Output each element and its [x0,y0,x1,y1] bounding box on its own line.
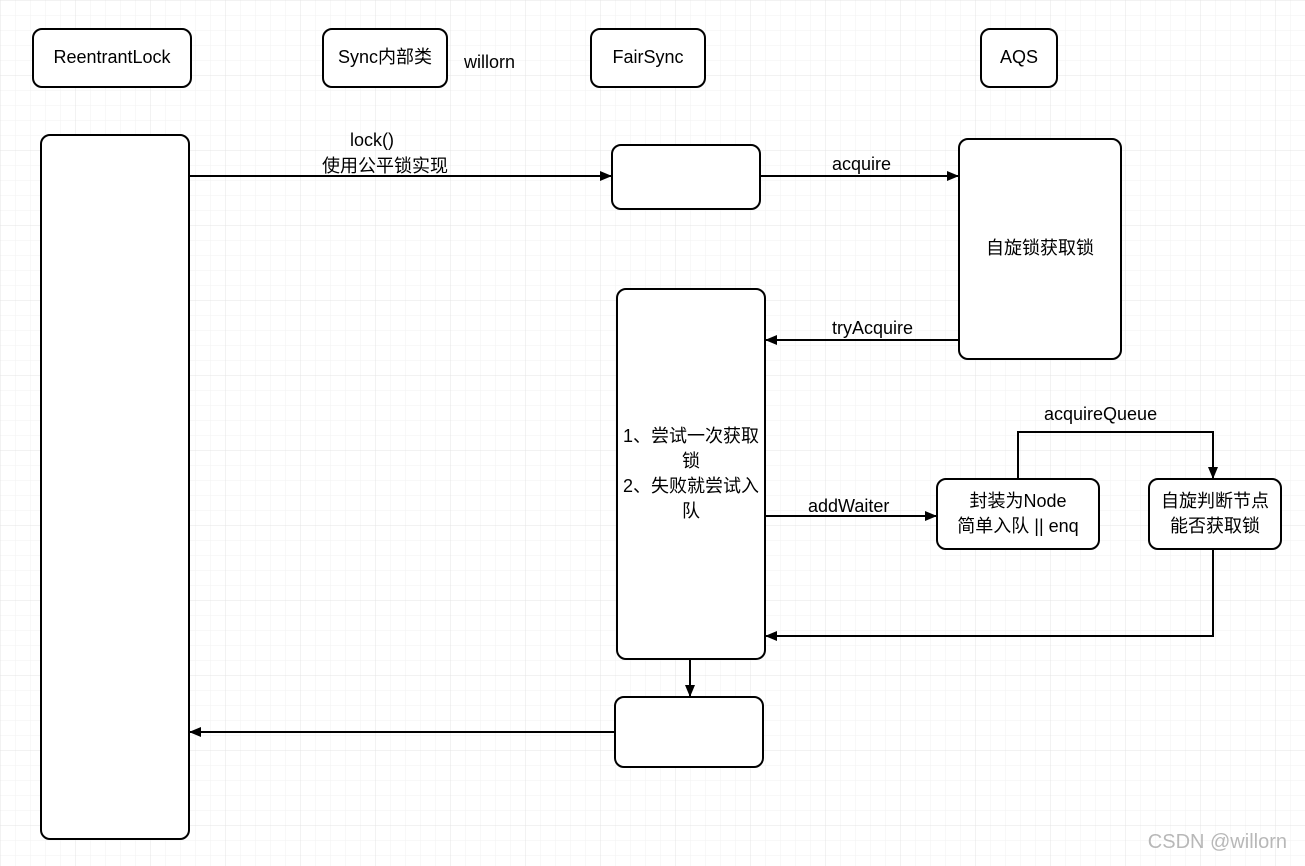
node-wrap-node: 封装为Node 简单入队 || enq [936,478,1100,550]
node-label: ReentrantLock [53,45,170,70]
node-label: Sync内部类 [338,45,432,70]
node-text-line: 自旋判断节点 [1161,489,1269,514]
label-acquirequeue: acquireQueue [1044,402,1157,427]
node-fairsync: FairSync [590,28,706,88]
node-fairsync-big: 1、尝试一次获取锁 2、失败就尝试入队 [616,288,766,660]
node-reentrant-activation [40,134,190,840]
edge-acquirequeue [1018,432,1213,478]
node-spin-judge: 自旋判断节点 能否获取锁 [1148,478,1282,550]
label-tryacquire: tryAcquire [832,316,913,341]
watermark: CSDN @willorn [1148,831,1287,854]
node-text-line: 封装为Node [957,489,1078,514]
node-text-line: 2、失败就尝试入队 [622,474,760,524]
node-aqs: AQS [980,28,1058,88]
node-aqs-activation: 自旋锁获取锁 [958,138,1122,360]
edge-judge-return [766,550,1213,636]
label-lock-line2: 使用公平锁实现 [322,154,448,179]
node-text-line: 1、尝试一次获取锁 [622,424,760,474]
label-acquire: acquire [832,152,891,177]
node-sync: Sync内部类 [322,28,448,88]
node-text: 自旋锁获取锁 [986,236,1094,261]
node-label: FairSync [612,45,683,70]
node-label: AQS [1000,45,1038,70]
node-bottom-empty [614,696,764,768]
node-fairsync-small [611,144,761,210]
node-reentrantlock: ReentrantLock [32,28,192,88]
node-text-line: 能否获取锁 [1161,514,1269,539]
node-text-line: 简单入队 || enq [957,514,1078,539]
label-willorn: willorn [464,50,515,75]
label-lock-line1: lock() [350,128,394,153]
label-addwaiter: addWaiter [808,494,889,519]
